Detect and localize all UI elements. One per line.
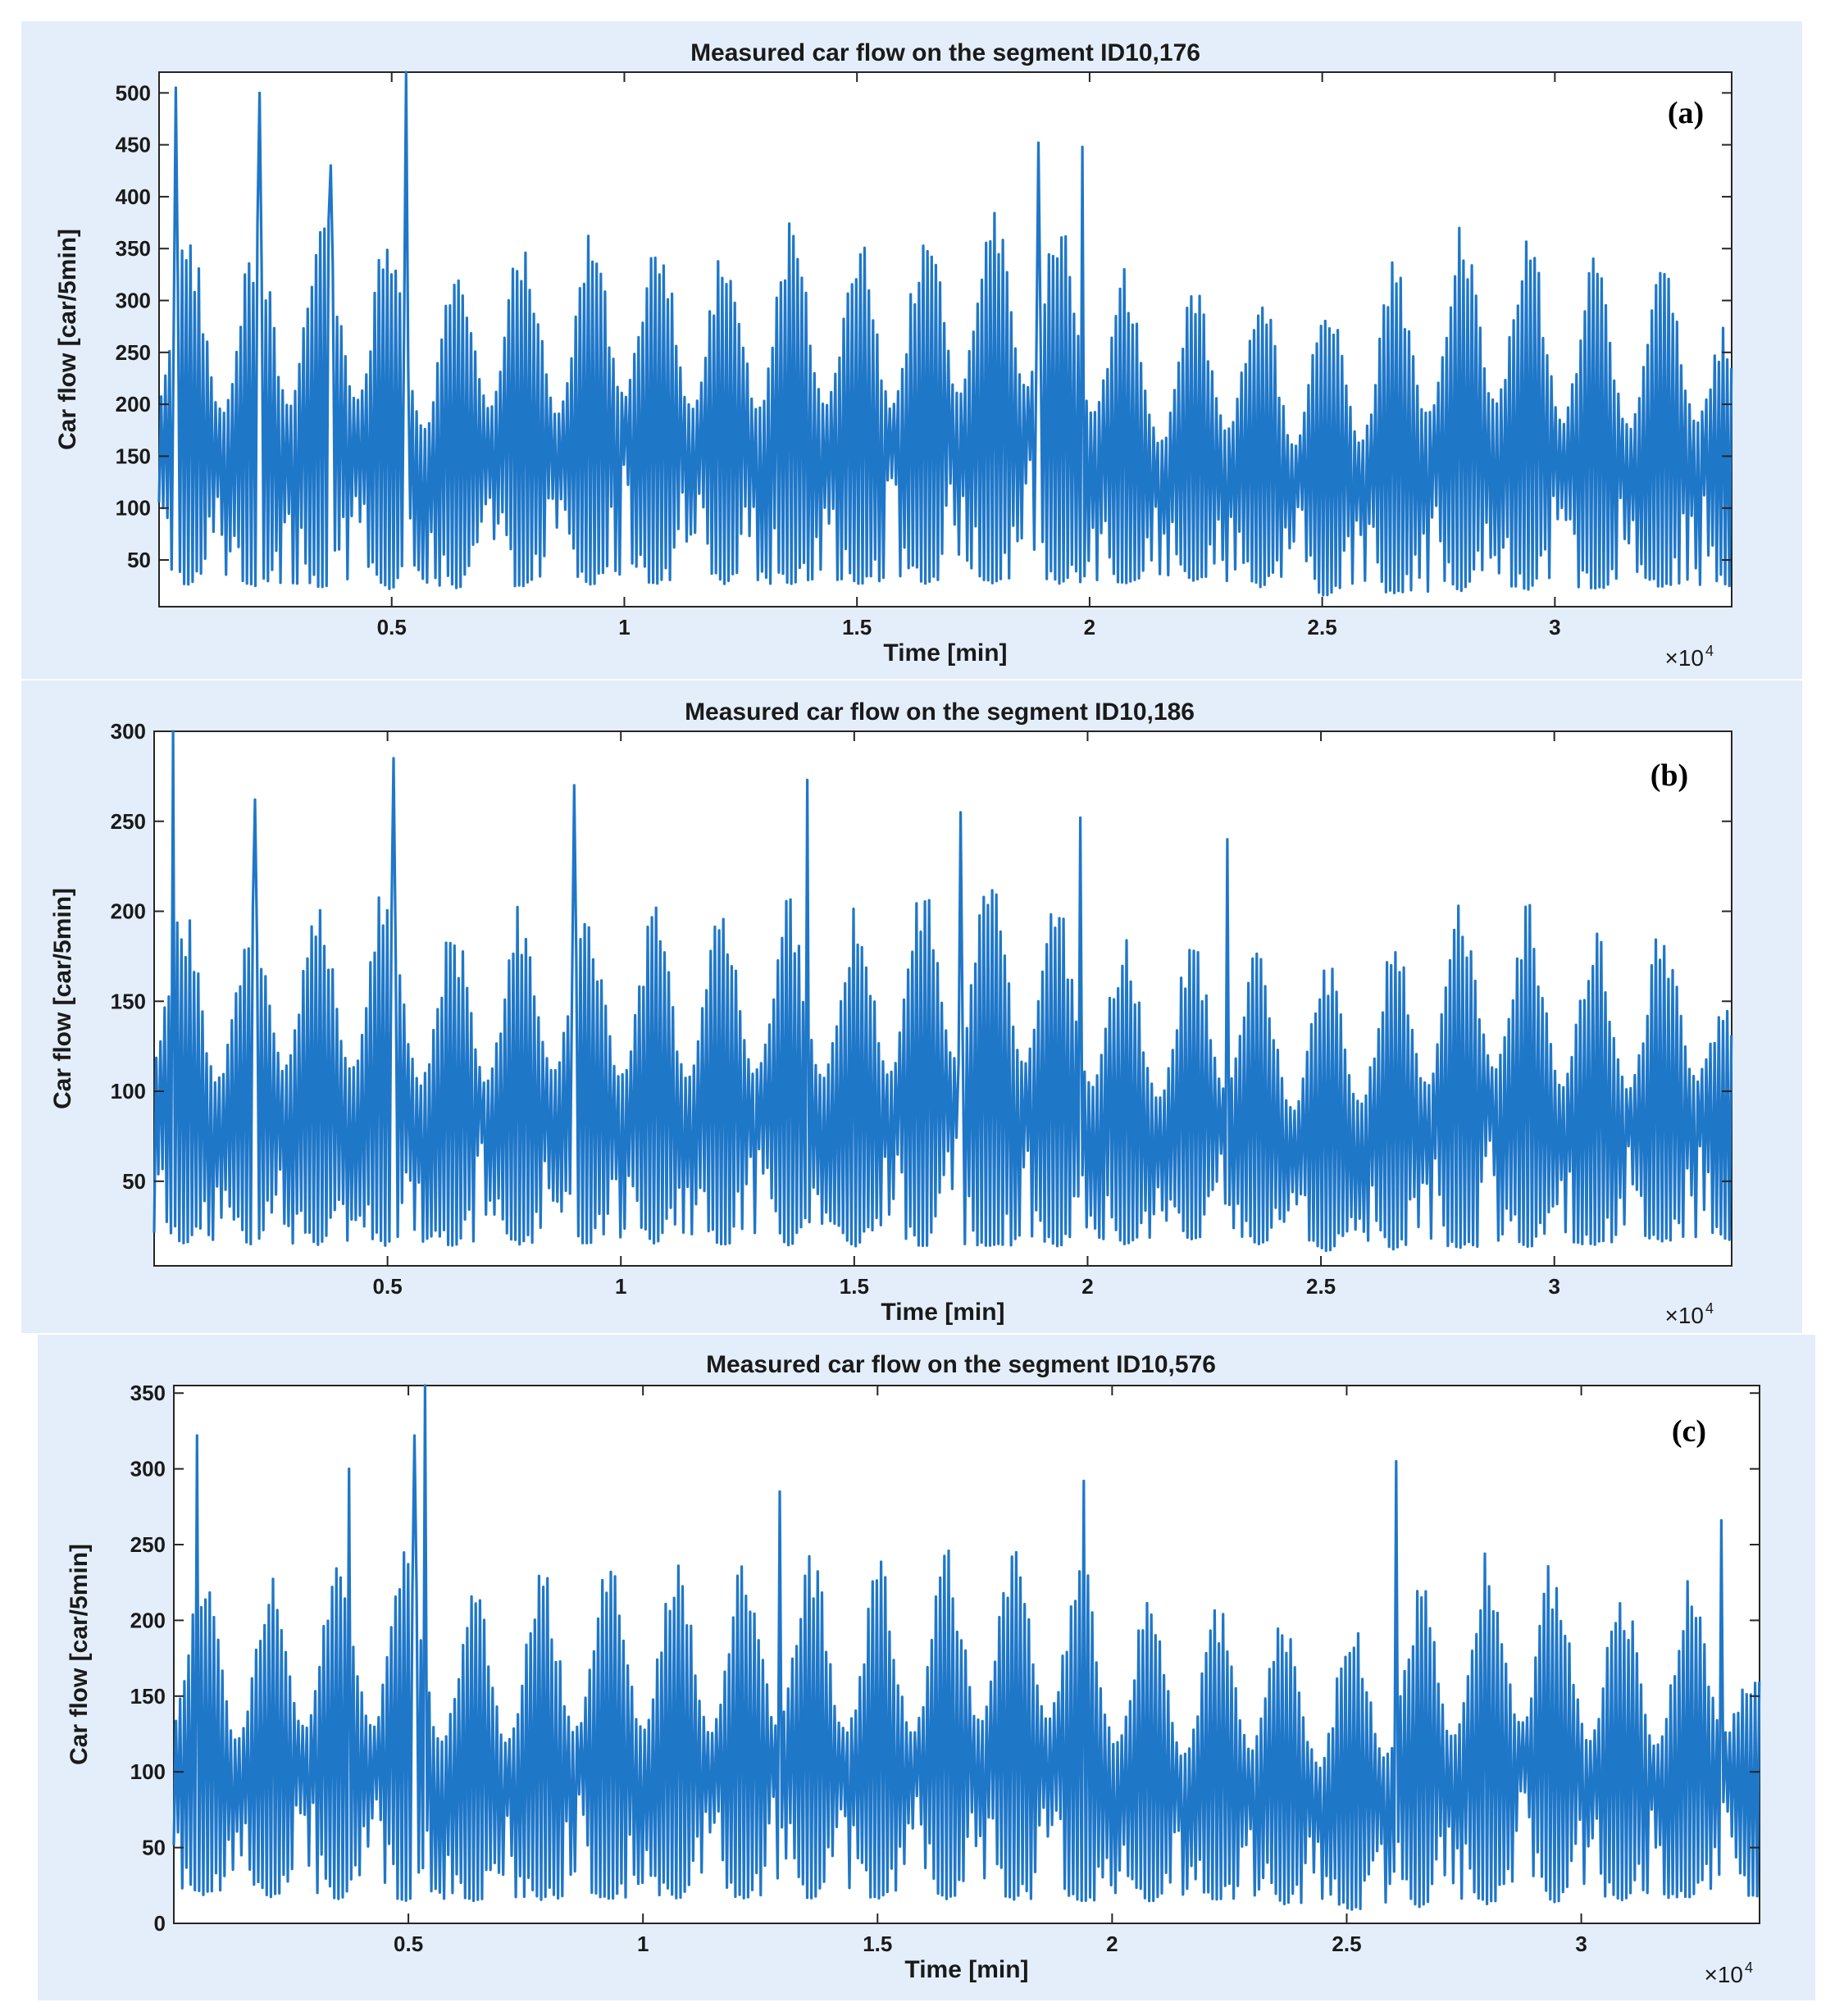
x-tick-label: 2 (1084, 615, 1095, 639)
y-tick-label: 150 (111, 989, 146, 1013)
x-tick-label: 0.5 (373, 1274, 403, 1299)
chart-c-xticks: 0.5 1 1.5 2 2.5 3 (394, 1386, 1587, 1956)
svg-text:4: 4 (1705, 643, 1714, 659)
y-tick-label: 50 (122, 1169, 146, 1194)
x-tick-label: 1.5 (863, 1932, 892, 1956)
chart-a-yticks: 50 100 150 200 250 300 350 400 450 500 (116, 80, 1732, 572)
chart-a-xticks: 0.5 1 1.5 2 2.5 3 (377, 72, 1561, 639)
chart-b-xlabel: Time [min] (881, 1299, 1004, 1326)
y-tick-label: 450 (116, 133, 151, 157)
svg-text:×10: ×10 (1665, 645, 1705, 671)
series-line-car-flow-id10-176 (157, 71, 1733, 597)
x-tick-label: 1 (615, 1274, 626, 1299)
y-tick-label: 200 (116, 392, 151, 416)
y-tick-label: 500 (116, 80, 151, 105)
series-line-car-flow-id10-576 (172, 1384, 1761, 1911)
panel-b: Measured car flow on the segment ID10,18… (21, 680, 1802, 1333)
chart-b-series (153, 730, 1733, 1253)
svg-text:×10: ×10 (1705, 1962, 1744, 1987)
chart-c-xlabel: Time [min] (904, 1956, 1028, 1983)
x-tick-label: 3 (1549, 615, 1560, 639)
svg-text:×10: ×10 (1665, 1303, 1705, 1328)
y-tick-label: 250 (130, 1532, 166, 1557)
chart-b-panel-letter: (b) (1650, 758, 1688, 793)
y-tick-label: 300 (116, 289, 151, 313)
x-tick-label: 2 (1106, 1932, 1118, 1956)
y-tick-label: 150 (130, 1684, 166, 1709)
chart-c-x-multiplier: ×10 4 (1705, 1959, 1754, 1987)
chart-c-title: Measured car flow on the segment ID10,57… (706, 1351, 1216, 1378)
x-tick-label: 2.5 (1332, 1932, 1361, 1956)
y-tick-label: 250 (111, 809, 146, 834)
y-tick-label: 200 (130, 1608, 166, 1632)
chart-c-panel-letter: (c) (1672, 1414, 1706, 1449)
x-tick-label: 0.5 (394, 1932, 423, 1956)
x-tick-label: 2.5 (1308, 615, 1337, 639)
svg-text:4: 4 (1705, 1300, 1714, 1317)
chart-c-yticks: 0 50 100 150 200 250 300 350 (130, 1381, 1760, 1936)
chart-b-yticks: 50 100 150 200 250 300 (111, 719, 1732, 1194)
chart-a-ylabel: Car flow [car/5min] (54, 229, 81, 450)
chart-a-series (157, 71, 1733, 597)
chart-a-svg: Measured car flow on the segment ID10,17… (54, 39, 1733, 671)
chart-b-xticks: 0.5 1 1.5 2 2.5 3 (373, 731, 1560, 1299)
x-tick-label: 2 (1081, 1274, 1093, 1299)
y-tick-label: 50 (142, 1836, 166, 1860)
x-tick-label: 1.5 (842, 615, 872, 639)
y-tick-label: 250 (116, 340, 151, 365)
chart-b-x-multiplier: ×10 4 (1665, 1300, 1714, 1328)
y-tick-label: 300 (111, 719, 146, 744)
y-tick-label: 200 (111, 899, 146, 924)
y-tick-label: 300 (130, 1457, 166, 1481)
x-tick-label: 2.5 (1306, 1274, 1336, 1299)
chart-b-title: Measured car flow on the segment ID10,18… (685, 699, 1195, 726)
svg-text:4: 4 (1745, 1959, 1753, 1976)
series-line-car-flow-id10-186 (153, 730, 1733, 1253)
x-tick-label: 0.5 (377, 615, 407, 639)
chart-b-ylabel: Car flow [car/5min] (49, 888, 76, 1109)
panel-a: Measured car flow on the segment ID10,17… (21, 21, 1802, 679)
y-tick-label: 100 (116, 496, 151, 521)
x-tick-label: 1 (618, 615, 630, 639)
y-tick-label: 150 (116, 444, 151, 468)
y-tick-label: 400 (116, 184, 151, 209)
y-tick-label: 350 (130, 1381, 166, 1405)
y-tick-label: 350 (116, 236, 151, 261)
chart-b-svg: Measured car flow on the segment ID10,18… (49, 699, 1733, 1328)
chart-c-ylabel: Car flow [car/5min] (66, 1544, 93, 1765)
x-tick-label: 1.5 (840, 1274, 869, 1299)
chart-a-title: Measured car flow on the segment ID10,17… (690, 39, 1200, 66)
chart-c-svg: Measured car flow on the segment ID10,57… (66, 1351, 1761, 1987)
x-tick-label: 3 (1575, 1932, 1587, 1956)
x-tick-label: 3 (1548, 1274, 1559, 1299)
chart-c-series (172, 1384, 1761, 1911)
y-tick-label: 50 (127, 548, 151, 572)
chart-a-x-multiplier: ×10 4 (1665, 643, 1714, 671)
y-tick-label: 100 (111, 1079, 146, 1104)
chart-a-xlabel: Time [min] (883, 639, 1007, 667)
x-tick-label: 1 (637, 1932, 649, 1956)
y-tick-label: 100 (130, 1759, 166, 1784)
chart-a-panel-letter: (a) (1668, 96, 1704, 130)
y-tick-label: 0 (154, 1911, 166, 1936)
panel-c: Measured car flow on the segment ID10,57… (38, 1335, 1815, 2000)
